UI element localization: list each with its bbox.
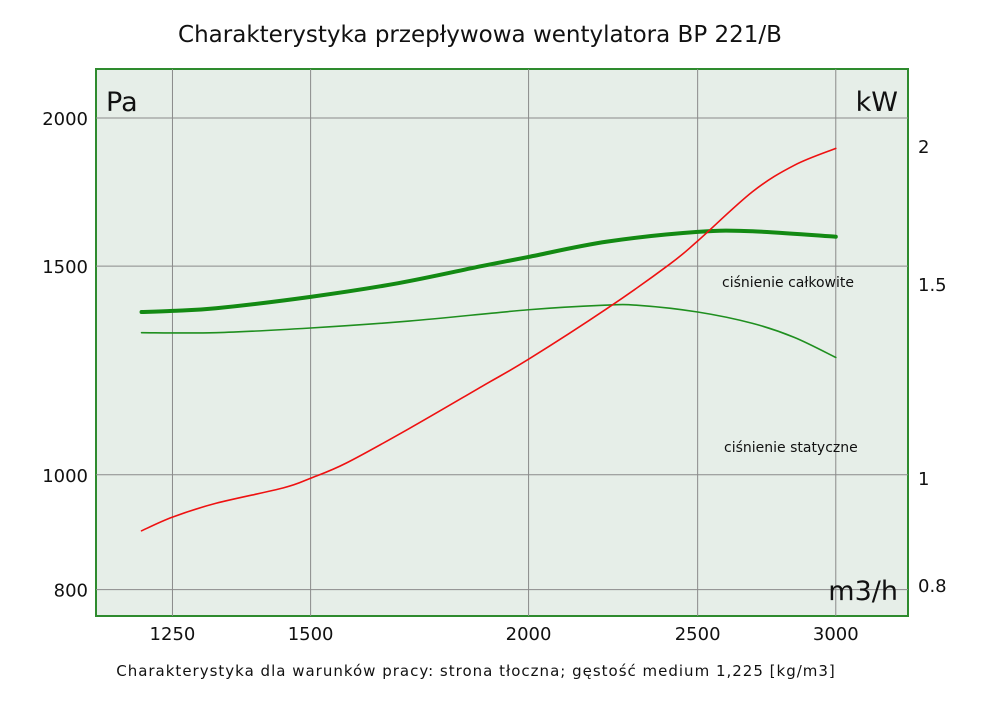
legend-total-pressure: ciśnienie całkowite xyxy=(722,275,854,291)
y-left-tick-label: 800 xyxy=(54,581,88,602)
power-curve xyxy=(140,147,837,532)
y-left-tick-label: 1000 xyxy=(42,466,88,487)
x-tick-label: 3000 xyxy=(813,624,859,645)
chart-title: Charakterystyka przepływowa wentylatora … xyxy=(178,22,782,48)
y-left-tick-label: 1500 xyxy=(42,257,88,278)
x-tick-label: 2000 xyxy=(506,624,552,645)
legend-static-pressure: ciśnienie statyczne xyxy=(724,440,858,456)
y-axis-left-label: Pa xyxy=(106,87,138,118)
plot-area xyxy=(95,68,909,617)
y-axis-right-label: kW xyxy=(856,87,898,118)
series-group xyxy=(139,147,838,532)
x-tick-label: 2500 xyxy=(675,624,721,645)
y-right-tick-label: 0.8 xyxy=(918,576,947,597)
y-left-tick-label: 2000 xyxy=(42,109,88,130)
y-right-tick-label: 1.5 xyxy=(918,275,947,296)
static-pressure-curve xyxy=(140,303,837,359)
x-tick-label: 1500 xyxy=(288,624,334,645)
grid xyxy=(96,69,908,616)
y-right-tick-label: 1 xyxy=(918,469,929,490)
x-tick-label: 1250 xyxy=(150,624,196,645)
x-axis-label: m3/h xyxy=(828,576,898,607)
footnote: Charakterystyka dla warunków pracy: stro… xyxy=(116,662,836,680)
y-right-tick-label: 2 xyxy=(918,137,929,158)
tick-labels: 1250 1500 2000 2500 3000 800 1000 1500 2000 0.8 1 1… xyxy=(42,109,946,645)
total-pressure-curve xyxy=(139,228,838,315)
